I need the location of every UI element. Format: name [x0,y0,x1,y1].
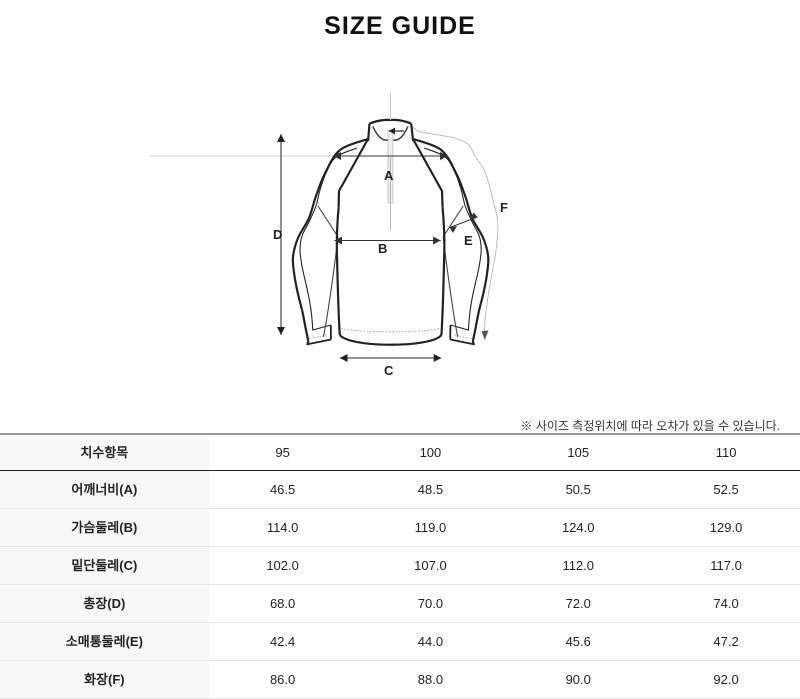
svg-text:F: F [500,200,508,215]
svg-text:E: E [464,233,473,248]
svg-text:D: D [273,227,282,242]
svg-text:A: A [384,168,394,183]
svg-text:C: C [384,363,394,378]
svg-text:B: B [378,241,387,256]
